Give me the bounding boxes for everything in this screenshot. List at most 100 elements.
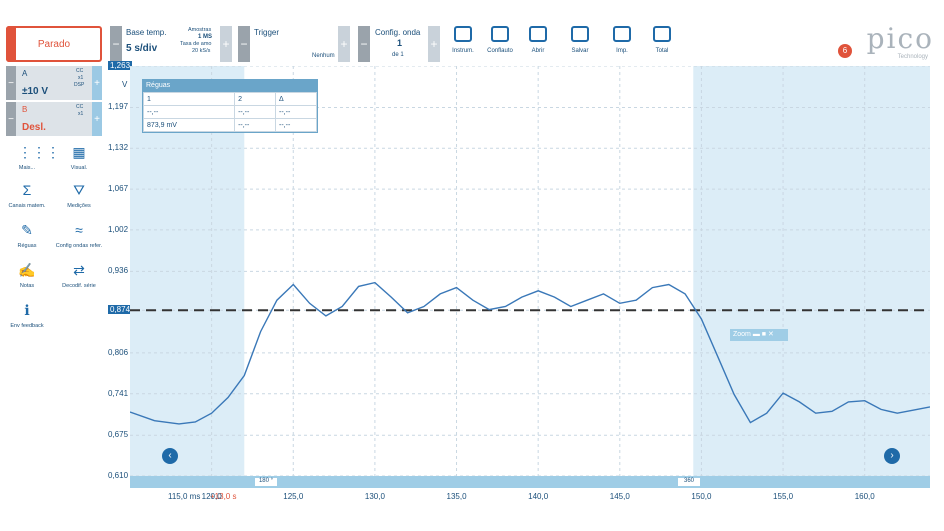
tool-label: Imp.: [616, 48, 628, 54]
x-tick-label: 140,0: [528, 492, 549, 501]
instrument-icon: [454, 26, 472, 42]
x-tick-label: 135,0: [446, 492, 467, 501]
tool-button-1[interactable]: Conflauto: [478, 26, 522, 54]
serial-decode-icon: ⇄: [73, 262, 85, 278]
scroll-left-button[interactable]: ‹: [162, 448, 178, 464]
channel-b-range[interactable]: Desl.: [22, 122, 46, 133]
cursor-delta: +13,0 s: [210, 492, 237, 501]
samples-label: Amostras: [188, 27, 212, 33]
run-stop-button[interactable]: Parado: [6, 26, 102, 62]
side-button-label: Decodif. série: [62, 283, 96, 289]
side-button-8[interactable]: ℹ Env feedback: [2, 302, 52, 329]
y-tick-label: 1,067: [108, 184, 129, 194]
tool-button-3[interactable]: Salvar: [558, 26, 602, 54]
channel-a-increase[interactable]: +: [92, 66, 102, 100]
timebase-value[interactable]: 5 s/div: [126, 43, 158, 54]
info-icon: ℹ: [24, 302, 30, 318]
side-button-1[interactable]: ▦ Visual.: [54, 144, 104, 171]
x-tick-label: 145,0: [609, 492, 630, 501]
toolbar: Parado − Base temp. 5 s/div Amostras 1 M…: [0, 0, 944, 66]
tool-label: Instrum.: [452, 48, 474, 54]
table-row: 1 2 Δ: [142, 92, 317, 106]
table-cell: --,--: [142, 105, 236, 119]
x-tick-label: 125,0: [283, 492, 304, 501]
waveform-prev-button[interactable]: −: [358, 26, 370, 62]
channel-a-panel[interactable]: − A ±10 V CC x1 DSP +: [6, 66, 102, 100]
y-tick-label: 0,675: [108, 430, 129, 440]
channel-a-extra: DSP: [74, 82, 85, 88]
table-cell: 1: [142, 92, 236, 106]
samples-value[interactable]: 1 MS: [198, 34, 213, 40]
rulers-panel[interactable]: Réguas 1 2 Δ --,-- --,-- --,-- 873,9 mV …: [142, 79, 318, 133]
phase-marker[interactable]: 360: [678, 478, 700, 486]
trigger-increase-button[interactable]: +: [338, 26, 350, 62]
waveform-value: 1: [397, 38, 403, 48]
scroll-track[interactable]: [130, 476, 930, 488]
phase-marker[interactable]: 180 °: [255, 478, 277, 486]
sigma-icon: Σ: [22, 182, 32, 198]
trigger-label: Trigger: [254, 28, 280, 37]
zoom-panel[interactable]: Zoom ▬ ■ ✕: [730, 329, 788, 341]
zoom-label: Zoom: [733, 331, 751, 338]
trigger-decrease-button[interactable]: −: [238, 26, 250, 62]
table-cell: Δ: [275, 92, 317, 106]
table-row: 873,9 mV --,-- --,--: [142, 118, 317, 132]
waveform-trace: [129, 281, 931, 425]
print-icon: [613, 26, 631, 42]
channel-a-decrease[interactable]: −: [6, 66, 16, 100]
tool-button-2[interactable]: Abrir: [516, 26, 560, 54]
side-button-5[interactable]: ≈ Config ondas refer.: [54, 222, 104, 249]
notification-badge[interactable]: 6: [838, 44, 852, 58]
timebase-increase-button[interactable]: +: [220, 26, 232, 62]
tool-button-4[interactable]: Imp.: [600, 26, 644, 54]
table-cell: --,--: [234, 105, 277, 119]
trigger-mode[interactable]: Nenhum: [312, 53, 335, 59]
channel-a-range[interactable]: ±10 V: [22, 86, 49, 97]
side-button-2[interactable]: Σ Canais matem.: [2, 182, 52, 209]
side-button-7[interactable]: ⇄ Decodif. série: [54, 262, 104, 289]
scope-plot[interactable]: [129, 65, 931, 477]
tool-button-0[interactable]: Instrum.: [441, 26, 485, 54]
waveform-next-button[interactable]: +: [428, 26, 440, 62]
pico-logo: pico: [866, 22, 934, 55]
cursor-time: 115,0 ms: [168, 492, 201, 501]
rulers-panel-title: Réguas: [143, 80, 317, 92]
table-row: --,-- --,-- --,--: [142, 105, 317, 119]
side-button-0[interactable]: ⋮⋮⋮ Mais...: [2, 144, 60, 171]
fullscreen-icon: [653, 26, 671, 42]
y-tick-label: 0,610: [108, 471, 129, 480]
channel-b-name: B: [22, 105, 28, 114]
channel-b-decrease[interactable]: −: [6, 102, 16, 136]
tool-label: Abrir: [531, 48, 545, 54]
side-button-3[interactable]: ⛛ Medições: [54, 182, 104, 209]
waveform-label: Config. onda: [375, 28, 421, 37]
x-tick-label: 160,0: [854, 492, 875, 501]
x-tick-label: 120,0: [201, 492, 222, 501]
tool-button-5[interactable]: Total: [640, 26, 684, 54]
run-state-label: Parado: [37, 38, 71, 50]
scroll-right-button[interactable]: ›: [884, 448, 900, 464]
probe-icon: [491, 26, 509, 42]
channel-b-panel[interactable]: − B Desl. CC x1 +: [6, 102, 102, 136]
side-button-6[interactable]: ✍ Notas: [2, 262, 52, 289]
rulers-table: 1 2 Δ --,-- --,-- --,-- 873,9 mV --,-- -…: [142, 92, 317, 132]
y-tick-label: 1,132: [108, 143, 129, 153]
side-button-label: Notas: [19, 283, 35, 289]
tool-label: Conflauto: [487, 48, 513, 54]
y-tick-label: 1,002: [108, 224, 129, 234]
y-tick-label: 1,197: [108, 102, 129, 112]
side-button-label: Medições: [67, 203, 91, 209]
y-tick-label: 0,936: [108, 266, 129, 276]
channel-b-coupling: CC: [76, 104, 84, 110]
y-tick-label: 0,741: [108, 388, 129, 398]
side-button-4[interactable]: ✎ Réguas: [2, 222, 52, 249]
channel-b-increase[interactable]: +: [92, 102, 102, 136]
rate-value: 20 kS/s: [192, 48, 211, 54]
rate-label: Taxa de amo: [180, 41, 212, 47]
timebase-decrease-button[interactable]: −: [110, 26, 122, 62]
grid-view-icon: ▦: [72, 144, 86, 160]
reference-wave-icon: ≈: [75, 222, 83, 238]
x-axis: 180 ° 360 115,0 ms +13,0 s 120,0 125,0 130…: [130, 476, 930, 531]
measure-icon: ⛛: [73, 182, 85, 198]
table-cell: --,--: [275, 105, 317, 119]
